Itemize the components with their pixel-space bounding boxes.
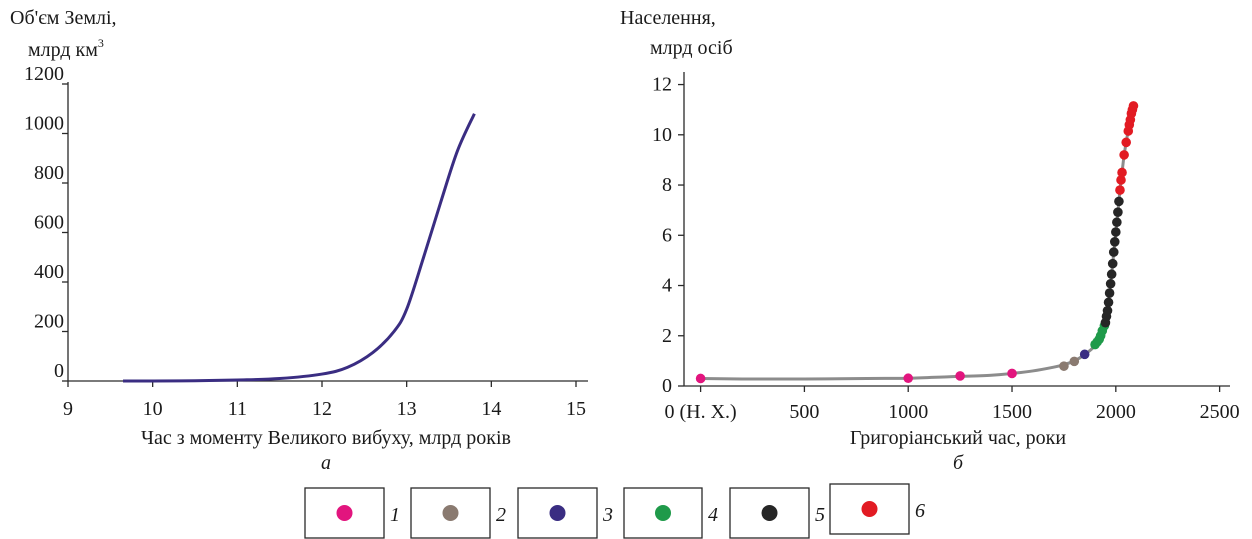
panel-b-point-group-5 [1105,278,1116,289]
panel-b-y-tick-label: 4 [662,275,672,297]
panel-b-y-tick-label: 8 [662,174,672,196]
panel-b-point-group-5 [1106,269,1117,280]
legend-marker-5 [761,505,778,521]
panel-b-y-tick-label: 2 [662,325,672,347]
panel-a-x-tick-label: 11 [228,398,247,420]
panel-b-point-group-5 [1107,258,1118,269]
panel-a-series-line [123,113,476,383]
panel-b-point-group-5 [1114,196,1124,207]
panel-a-chart: Об'єм Землі, млрд км3 0 200 400 600 800 1000 1… [10,7,588,474]
panel-b-point-group-5 [1111,227,1121,237]
legend-marker-3 [549,505,566,521]
panel-a-x-tick-label: 12 [312,398,332,420]
panel-b-point-group-5 [1112,217,1122,228]
panel-b-point-group-5 [1108,247,1119,257]
panel-b-point-group-3 [1079,349,1090,360]
panel-b-point-group-6 [1128,101,1139,111]
panel-b-point-group-6 [1117,167,1127,178]
panel-b-point-group-5 [1104,288,1115,298]
legend-label-2: 2 [496,504,506,526]
panel-b-point-group-1 [695,373,706,384]
panel-b-point-group-2 [1069,356,1080,367]
panel-b-point-group-5 [1109,237,1120,247]
legend-label-6: 6 [915,500,925,522]
legend-label-1: 1 [390,504,400,526]
panel-a-label: а [321,452,331,474]
panel-a-x-tick-label: 13 [397,398,417,420]
panel-a-y-tick-label: 200 [34,311,64,333]
panel-b-x-tick-label: 500 [789,401,819,423]
legend-marker-1 [336,505,353,521]
panel-a-ylabel-line1: Об'єм Землі, [10,7,117,29]
legend-label-4: 4 [708,504,718,526]
panel-b-point-group-5 [1102,305,1113,316]
panel-a-x-tick-label: 15 [566,398,586,420]
legend-label-3: 3 [602,504,613,526]
panel-b-x-tick-label: 2000 [1096,401,1136,423]
legend-marker-4 [655,505,671,521]
panel-a-y-tick-label: 1000 [24,113,64,135]
panel-b-xlabel: Григоріанський час, роки [850,427,1066,449]
panel-b-x-tick-label: 0 (Н. Х.) [664,401,736,423]
panel-a-y-tick-label: 600 [34,212,64,234]
legend-marker-2 [442,505,459,521]
panel-b-chart: Населення, млрд осіб 0 2 4 6 8 10 12 0 (Н. Х.)… [620,7,1240,474]
panel-b-label: б [953,452,964,474]
legend: 1 2 3 4 5 6 [304,483,925,539]
panel-b-y-tick-label: 12 [652,74,672,96]
panel-b-x-tick-label: 1500 [992,401,1032,423]
panel-b-y-tick-label: 6 [662,224,672,246]
panel-a-x-tick-label: 10 [143,398,163,420]
panel-b-point-group-6 [1115,185,1125,195]
legend-marker-6 [861,501,878,517]
panel-a-y-tick-label: 400 [34,261,64,283]
panel-b-ylabel-line1: Населення, [620,7,716,29]
panel-b-point-group-6 [1116,175,1126,185]
panel-b-point-group-1 [1007,368,1017,379]
panel-b-trend-curve [700,104,1134,381]
panel-b-ylabel-line2: млрд осіб [650,37,733,59]
legend-label-5: 5 [815,504,825,526]
panel-a-ylabel-line2: млрд км3 [28,36,104,61]
panel-a-x-tick-label: 14 [481,398,501,420]
panel-a-y-tick-label: 800 [34,162,64,184]
panel-a-y-tick-label: 0 [54,360,64,382]
panel-b-point-group-1 [903,373,914,384]
panel-b-point-group-5 [1113,207,1123,217]
panel-a-xlabel: Час з моменту Великого вибуху, млрд рокі… [141,427,511,449]
panel-b-point-group-1 [955,371,965,381]
panel-b-x-tick-label: 2500 [1200,401,1240,423]
panel-b-x-tick-label: 1000 [888,401,928,423]
panel-a-x-tick-label: 9 [63,398,73,420]
panel-b-point-group-2 [1059,361,1069,371]
panel-b-point-group-5 [1103,297,1114,308]
panel-b-y-tick-label: 10 [652,124,672,146]
panel-b-y-tick-label: 0 [662,375,672,397]
panel-a-y-tick-label: 1200 [24,63,64,85]
panel-b-point-group-6 [1119,150,1129,160]
panel-b-point-group-6 [1121,137,1131,148]
